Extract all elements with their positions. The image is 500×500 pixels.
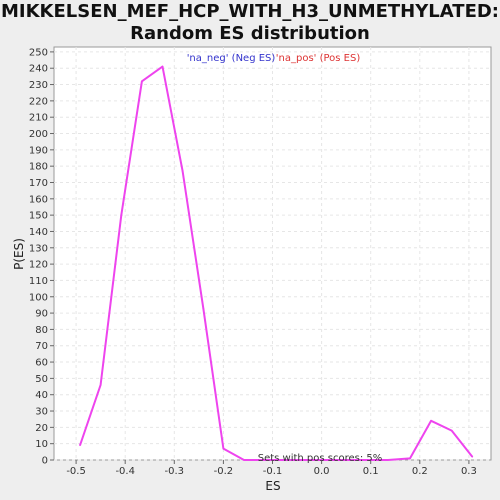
- y-tick-label: 220: [29, 96, 48, 107]
- x-tick-label: -0.3: [165, 466, 185, 477]
- y-tick-label: 120: [29, 260, 48, 271]
- y-axis-label: P(ES): [12, 238, 26, 270]
- series-line-es: [79, 65, 474, 461]
- y-tick-label: 180: [29, 162, 48, 173]
- data-point: [243, 459, 245, 461]
- legend-pos: 'na_pos' (Pos ES): [276, 53, 361, 64]
- data-point: [284, 459, 287, 461]
- y-tick-label: 130: [29, 243, 48, 254]
- x-axis-ticks: -0.5 -0.4 -0.3 -0.2 -0.1 0.0 0.1 0.2 0.3: [66, 460, 477, 477]
- x-tick-label: -0.2: [214, 466, 234, 477]
- y-tick-label: 60: [35, 358, 48, 369]
- data-point: [141, 80, 143, 83]
- x-tick-label: -0.5: [66, 466, 86, 477]
- data-point: [325, 459, 328, 461]
- data-point: [346, 459, 348, 461]
- grid-lines: [54, 47, 491, 461]
- data-point: [263, 459, 266, 461]
- legend-neg: 'na_neg' (Neg ES): [187, 53, 276, 64]
- x-tick-label: -0.1: [263, 466, 283, 477]
- y-tick-label: 100: [29, 292, 48, 303]
- data-point: [409, 457, 411, 460]
- data-point: [366, 459, 369, 461]
- x-tick-label: 0.2: [412, 466, 428, 477]
- chart-title-line1: MIKKELSEN_MEF_HCP_WITH_H3_UNMETHYLATED:: [0, 1, 500, 22]
- x-axis-label: ES: [265, 479, 280, 493]
- chart-title-line2: Random ES distribution: [130, 23, 370, 44]
- data-point: [222, 447, 225, 450]
- y-tick-label: 50: [35, 374, 48, 385]
- y-tick-label: 80: [35, 325, 48, 336]
- y-tick-label: 90: [35, 309, 48, 320]
- data-point: [99, 384, 102, 386]
- y-tick-label: 150: [29, 211, 48, 222]
- y-tick-label: 70: [35, 341, 48, 352]
- y-tick-label: 210: [29, 113, 48, 124]
- data-point: [202, 307, 205, 309]
- y-tick-label: 20: [35, 423, 48, 434]
- y-tick-label: 160: [29, 194, 48, 205]
- x-tick-label: 0.1: [363, 466, 379, 477]
- y-tick-label: 230: [29, 80, 48, 91]
- data-point: [161, 65, 164, 68]
- data-point: [120, 214, 123, 216]
- chart-title: MIKKELSEN_MEF_HCP_WITH_H3_UNMETHYLATED: …: [0, 1, 500, 45]
- y-tick-label: 250: [29, 47, 48, 58]
- pos-scores-annotation: Sets with pos scores: 5%: [258, 453, 383, 464]
- series-points: [79, 65, 474, 461]
- y-tick-label: 170: [29, 178, 48, 189]
- data-point: [471, 455, 474, 458]
- y-tick-label: 40: [35, 390, 48, 401]
- data-point: [430, 420, 432, 422]
- y-tick-label: 190: [29, 145, 48, 156]
- data-point: [181, 170, 184, 172]
- y-tick-label: 140: [29, 227, 48, 238]
- y-tick-label: 240: [29, 64, 48, 75]
- x-tick-label: 0.0: [314, 466, 330, 477]
- data-point: [450, 429, 453, 432]
- y-tick-label: 30: [35, 407, 48, 418]
- y-tick-label: 10: [35, 439, 48, 450]
- y-tick-label: 110: [29, 276, 48, 287]
- data-point: [387, 459, 389, 461]
- y-tick-label: 0: [42, 456, 48, 467]
- data-point: [79, 444, 81, 447]
- y-tick-label: 200: [29, 129, 48, 140]
- data-point: [305, 459, 307, 461]
- x-tick-label: -0.4: [115, 466, 135, 477]
- x-tick-label: 0.3: [461, 466, 477, 477]
- y-axis-ticks: 0 10 20 30 40 50 60 70 80 90 100 110 120 130 140 150 160…: [29, 47, 54, 467]
